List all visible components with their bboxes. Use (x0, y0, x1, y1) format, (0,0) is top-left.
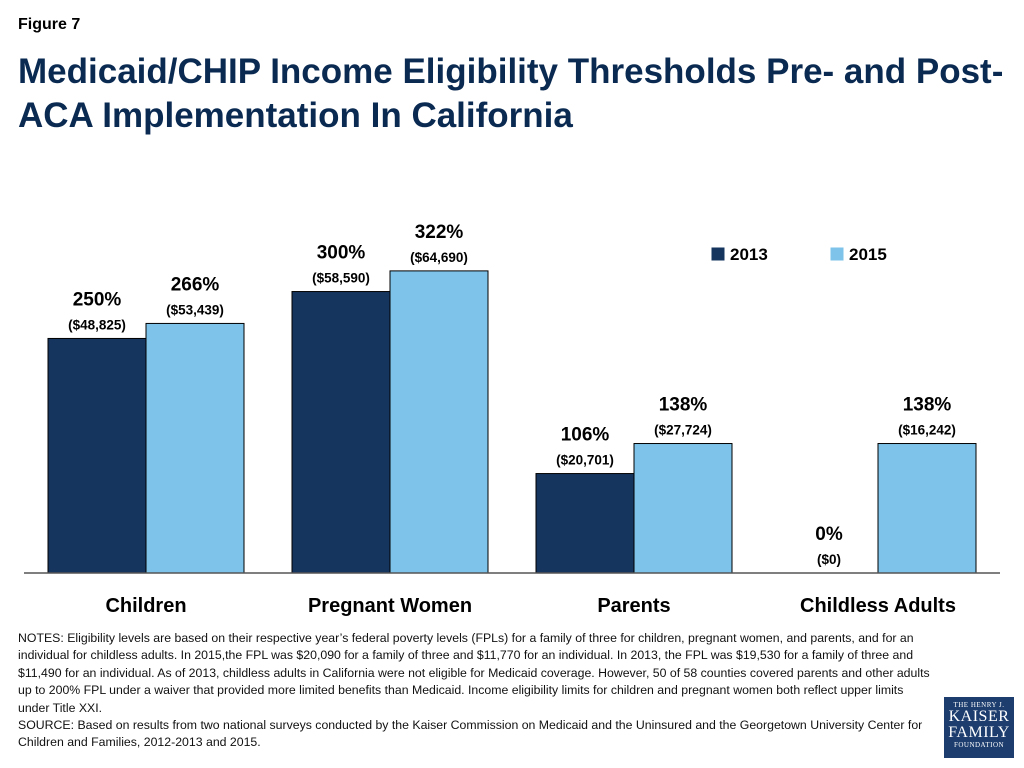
dollar-label: ($48,825) (68, 317, 126, 332)
chart-title: Medicaid/CHIP Income Eligibility Thresho… (18, 52, 1004, 135)
logo-line-2: KAISER (948, 708, 1010, 725)
bar-2013 (535, 473, 635, 574)
dollar-label: ($53,439) (166, 302, 224, 317)
notes-section: NOTES: Eligibility levels are based on t… (18, 630, 938, 752)
dollar-label: ($64,690) (410, 250, 468, 265)
source-text: SOURCE: Based on results from two nation… (18, 718, 923, 750)
legend-swatch (711, 247, 725, 261)
bar-2013 (291, 291, 391, 574)
value-label: 0% (815, 524, 843, 545)
dollar-label: ($27,724) (654, 423, 712, 438)
bar-2015 (877, 443, 977, 574)
legend-swatch (830, 247, 844, 261)
bar-2013 (47, 337, 147, 574)
value-label: 322% (415, 222, 464, 243)
category-label: Children (105, 595, 186, 617)
value-label: 138% (903, 395, 952, 416)
bar-chart: 250% ($48,825) 266% ($53,439) Children 300% ($… (24, 222, 1000, 617)
bar-2015 (145, 322, 245, 574)
dollar-label: ($58,590) (312, 271, 370, 286)
notes-text: NOTES: Eligibility levels are based on t… (18, 631, 930, 715)
value-label: 106% (561, 425, 610, 446)
bar-2015 (633, 443, 733, 574)
dollar-label: ($20,701) (556, 453, 614, 468)
category-label: Childless Adults (800, 595, 956, 617)
legend-label: 2015 (849, 245, 887, 264)
kff-logo: THE HENRY J. KAISER FAMILY FOUNDATION (944, 697, 1014, 758)
bar-2015 (389, 270, 489, 574)
dollar-label: ($0) (817, 552, 841, 567)
category-label: Parents (597, 595, 670, 617)
value-label: 300% (317, 243, 366, 264)
value-label: 250% (73, 289, 122, 310)
value-label: 266% (171, 274, 220, 295)
logo-line-3: FAMILY (948, 724, 1010, 741)
legend-label: 2013 (730, 245, 768, 264)
category-label: Pregnant Women (308, 595, 472, 617)
dollar-label: ($16,242) (898, 423, 956, 438)
logo-line-4: FOUNDATION (953, 741, 1005, 749)
value-label: 138% (659, 395, 708, 416)
figure-label: Figure 7 (18, 16, 81, 33)
logo-line-1: THE HENRY J. (953, 701, 1005, 709)
